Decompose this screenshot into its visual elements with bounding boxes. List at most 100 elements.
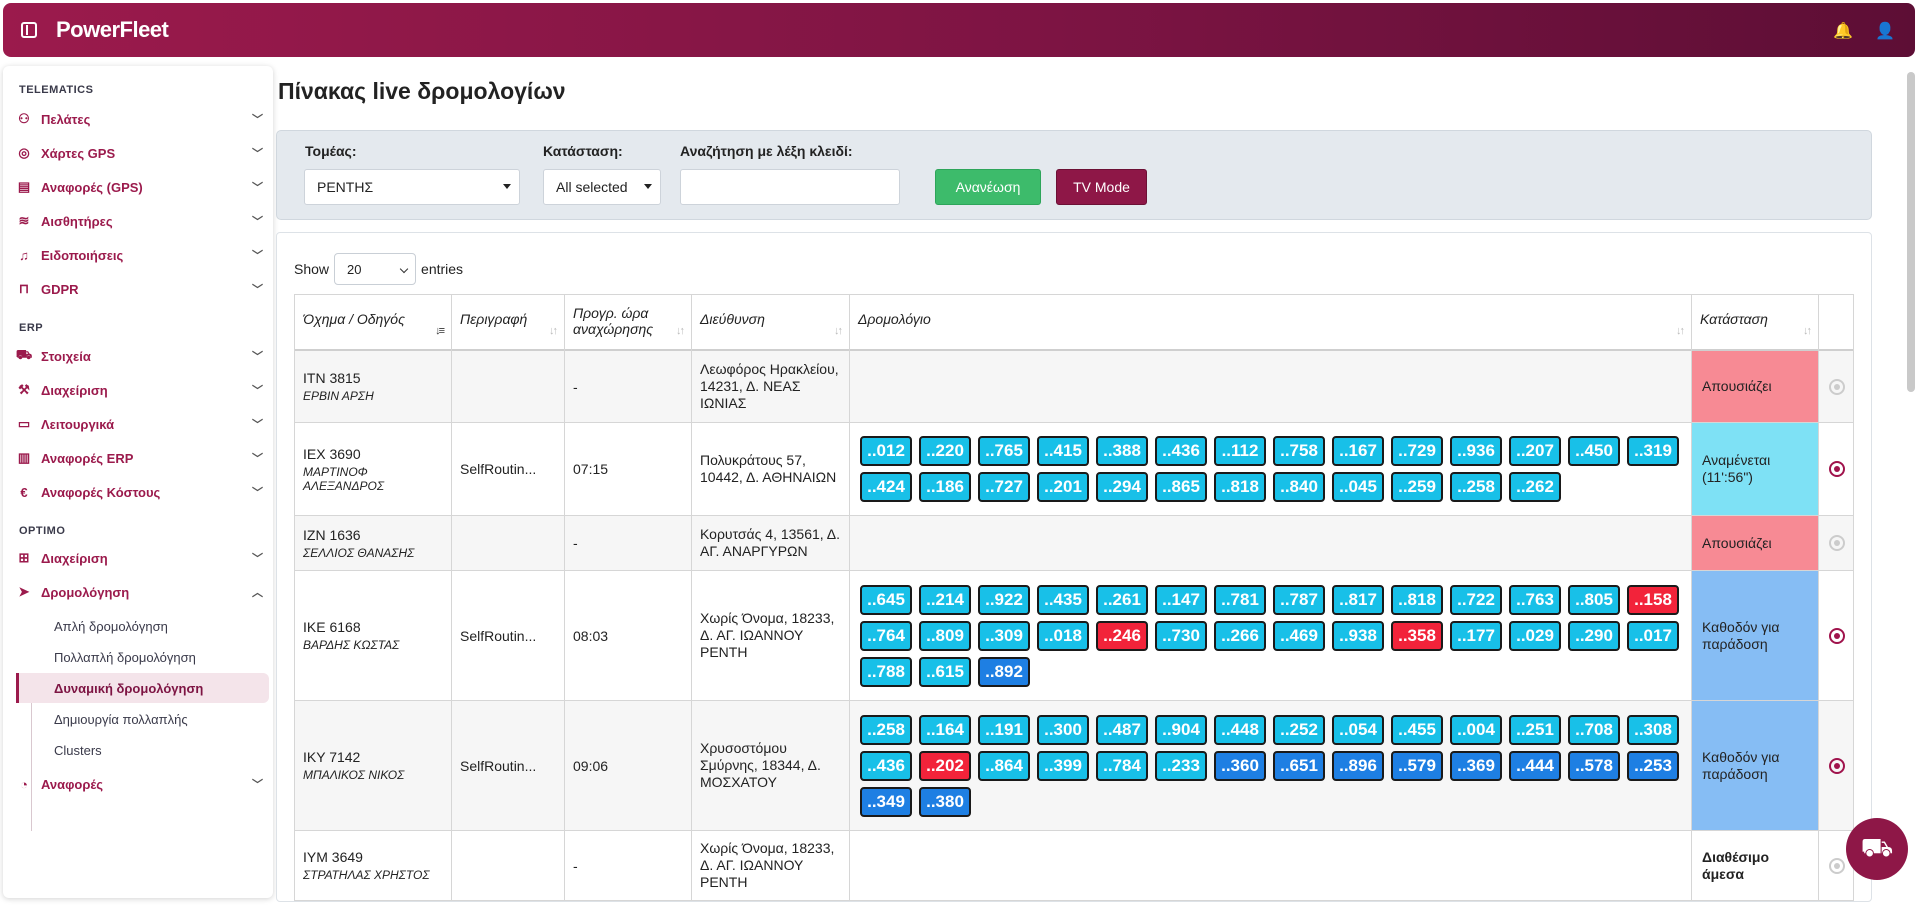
route-stop-chip[interactable]: ..054 <box>1332 714 1384 745</box>
col-address[interactable]: Διεύθυνση ↓↑ <box>692 295 850 351</box>
route-stop-chip[interactable]: ..578 <box>1568 750 1620 781</box>
sidebar-item-operations[interactable]: ▭ Λειτουργικά ﹀ <box>15 410 265 438</box>
route-stop-chip[interactable]: ..817 <box>1332 584 1384 615</box>
route-stop-chip[interactable]: ..258 <box>860 714 912 745</box>
tv-mode-button[interactable]: TV Mode <box>1056 169 1147 205</box>
bell-icon[interactable]: 🔔 <box>1833 23 1853 40</box>
route-stop-chip[interactable]: ..380 <box>919 786 971 817</box>
route-stop-chip[interactable]: ..029 <box>1509 620 1561 651</box>
route-stop-chip[interactable]: ..809 <box>919 620 971 651</box>
table-row[interactable]: ΙΥΜ 3649 ΣΤΡΑΤΗΛΑΣ ΧΡΗΣΤΟΣ - Χωρίς Όνομα… <box>295 831 1853 901</box>
route-stop-chip[interactable]: ..424 <box>860 472 912 502</box>
sidebar-item-routing[interactable]: ➤ Δρομολόγηση ︿ <box>15 578 265 606</box>
route-stop-chip[interactable]: ..487 <box>1096 714 1148 745</box>
route-stop-chip[interactable]: ..259 <box>1391 472 1443 502</box>
route-stop-chip[interactable]: ..360 <box>1214 750 1266 781</box>
route-stop-chip[interactable]: ..645 <box>860 584 912 615</box>
sidebar-item-data[interactable]: ⛟ Στοιχεία ﹀ <box>15 347 263 364</box>
route-stop-chip[interactable]: ..258 <box>1450 472 1502 502</box>
table-row[interactable]: ΙΚΥ 7142 ΜΠΑΛΙΚΟΣ ΝΙΚΟΣ SelfRoutin... 09… <box>295 701 1853 831</box>
route-stop-chip[interactable]: ..904 <box>1155 714 1207 745</box>
sidebar-item-customers[interactable]: ⚇ Πελάτες ﹀ <box>15 105 265 133</box>
sidebar-item-optimo-management[interactable]: ⊞ Διαχείριση ﹀ <box>15 544 265 572</box>
table-row[interactable]: ΙΖΝ 1636 ΣΕΛΛΙΟΣ ΘΑΝΑΣΗΣ - Κορυτσάς 4, 1… <box>295 516 1853 571</box>
route-stop-chip[interactable]: ..177 <box>1450 620 1502 651</box>
route-stop-chip[interactable]: ..579 <box>1391 750 1443 781</box>
route-stop-chip[interactable]: ..450 <box>1568 436 1620 466</box>
route-stop-chip[interactable]: ..436 <box>1155 436 1207 466</box>
route-stop-chip[interactable]: ..765 <box>978 436 1030 466</box>
route-stop-chip[interactable]: ..781 <box>1214 584 1266 615</box>
table-row[interactable]: ΙΤΝ 3815 ΕΡΒΙΝ ΑΡΣΗ - Λεωφόρος Ηρακλείου… <box>295 351 1853 423</box>
route-stop-chip[interactable]: ..469 <box>1273 620 1325 651</box>
sub-item-create-multiple[interactable]: Δημιουργία πολλαπλής <box>54 711 188 727</box>
route-stop-chip[interactable]: ..261 <box>1096 584 1148 615</box>
route-stop-chip[interactable]: ..252 <box>1273 714 1325 745</box>
route-stop-chip[interactable]: ..729 <box>1391 436 1443 466</box>
route-stop-chip[interactable]: ..444 <box>1509 750 1561 781</box>
route-stop-chip[interactable]: ..892 <box>978 656 1030 687</box>
route-stop-chip[interactable]: ..262 <box>1509 472 1561 502</box>
route-stop-chip[interactable]: ..805 <box>1568 584 1620 615</box>
route-stop-chip[interactable]: ..251 <box>1509 714 1561 745</box>
search-input[interactable] <box>680 169 900 205</box>
route-stop-chip[interactable]: ..818 <box>1214 472 1266 502</box>
sidebar-toggle-icon[interactable] <box>21 22 37 38</box>
route-stop-chip[interactable]: ..758 <box>1273 436 1325 466</box>
sidebar-item-notifications[interactable]: ♫ Ειδοποιήσεις ﹀ <box>15 241 265 269</box>
route-stop-chip[interactable]: ..164 <box>919 714 971 745</box>
route-stop-chip[interactable]: ..922 <box>978 584 1030 615</box>
route-stop-chip[interactable]: ..309 <box>978 620 1030 651</box>
status-select[interactable]: All selected <box>543 169 661 205</box>
route-stop-chip[interactable]: ..349 <box>860 786 912 817</box>
locate-icon[interactable] <box>1819 516 1855 570</box>
locate-icon[interactable] <box>1819 831 1855 900</box>
sidebar-item-gps-maps[interactable]: ◎ Χάρτες GPS ﹀ <box>15 139 265 167</box>
entries-select[interactable]: 20 <box>334 253 417 285</box>
route-stop-chip[interactable]: ..448 <box>1214 714 1266 745</box>
table-row[interactable]: ΙΕΧ 3690 ΜΑΡΤΙΝΟΦ ΑΛΕΞΑΝΔΡΟΣ SelfRoutin.… <box>295 423 1853 516</box>
route-stop-chip[interactable]: ..266 <box>1214 620 1266 651</box>
scrollbar[interactable] <box>1907 72 1915 392</box>
locate-icon[interactable] <box>1819 701 1855 830</box>
route-stop-chip[interactable]: ..722 <box>1450 584 1502 615</box>
route-stop-chip[interactable]: ..388 <box>1096 436 1148 466</box>
route-stop-chip[interactable]: ..938 <box>1332 620 1384 651</box>
sub-item-clusters[interactable]: Clusters <box>54 742 102 758</box>
route-stop-chip[interactable]: ..840 <box>1273 472 1325 502</box>
route-stop-chip[interactable]: ..415 <box>1037 436 1089 466</box>
locate-icon[interactable] <box>1819 351 1855 422</box>
route-stop-chip[interactable]: ..865 <box>1155 472 1207 502</box>
refresh-button[interactable]: Ανανέωση <box>935 169 1041 205</box>
route-stop-chip[interactable]: ..784 <box>1096 750 1148 781</box>
route-stop-chip[interactable]: ..004 <box>1450 714 1502 745</box>
route-stop-chip[interactable]: ..300 <box>1037 714 1089 745</box>
route-stop-chip[interactable]: ..167 <box>1332 436 1384 466</box>
col-departure[interactable]: Προγρ. ώρα αναχώρησης ↓↑ <box>565 295 692 351</box>
sub-item-multiple-routing[interactable]: Πολλαπλή δρομολόγηση <box>54 649 196 665</box>
route-stop-chip[interactable]: ..369 <box>1450 750 1502 781</box>
col-status[interactable]: Κατάσταση ↓↑ <box>1692 295 1819 351</box>
route-stop-chip[interactable]: ..615 <box>919 656 971 687</box>
route-stop-chip[interactable]: ..158 <box>1627 584 1679 615</box>
route-stop-chip[interactable]: ..018 <box>1037 620 1089 651</box>
route-stop-chip[interactable]: ..012 <box>860 436 912 466</box>
user-icon[interactable]: 👤 <box>1875 23 1895 40</box>
route-stop-chip[interactable]: ..399 <box>1037 750 1089 781</box>
route-stop-chip[interactable]: ..864 <box>978 750 1030 781</box>
route-stop-chip[interactable]: ..358 <box>1391 620 1443 651</box>
sidebar-item-reports[interactable]: ◔ Αναφορές ﹀ <box>15 770 265 798</box>
route-stop-chip[interactable]: ..308 <box>1627 714 1679 745</box>
sector-select[interactable]: ΡΕΝΤΗΣ <box>304 169 520 205</box>
route-stop-chip[interactable]: ..191 <box>978 714 1030 745</box>
sidebar-item-erp-reports[interactable]: ▥ Αναφορές ERP ﹀ <box>15 444 265 472</box>
route-stop-chip[interactable]: ..764 <box>860 620 912 651</box>
route-stop-chip[interactable]: ..651 <box>1273 750 1325 781</box>
route-stop-chip[interactable]: ..763 <box>1509 584 1561 615</box>
route-stop-chip[interactable]: ..186 <box>919 472 971 502</box>
route-stop-chip[interactable]: ..455 <box>1391 714 1443 745</box>
route-stop-chip[interactable]: ..253 <box>1627 750 1679 781</box>
sub-item-dynamic-routing[interactable]: Δυναμική δρομολόγηση <box>16 673 269 703</box>
table-row[interactable]: ΙΚΕ 6168 ΒΑΡΔΗΣ ΚΩΣΤΑΣ SelfRoutin... 08:… <box>295 571 1853 701</box>
sidebar-item-management[interactable]: ⚒ Διαχείριση ﹀ <box>15 376 265 404</box>
